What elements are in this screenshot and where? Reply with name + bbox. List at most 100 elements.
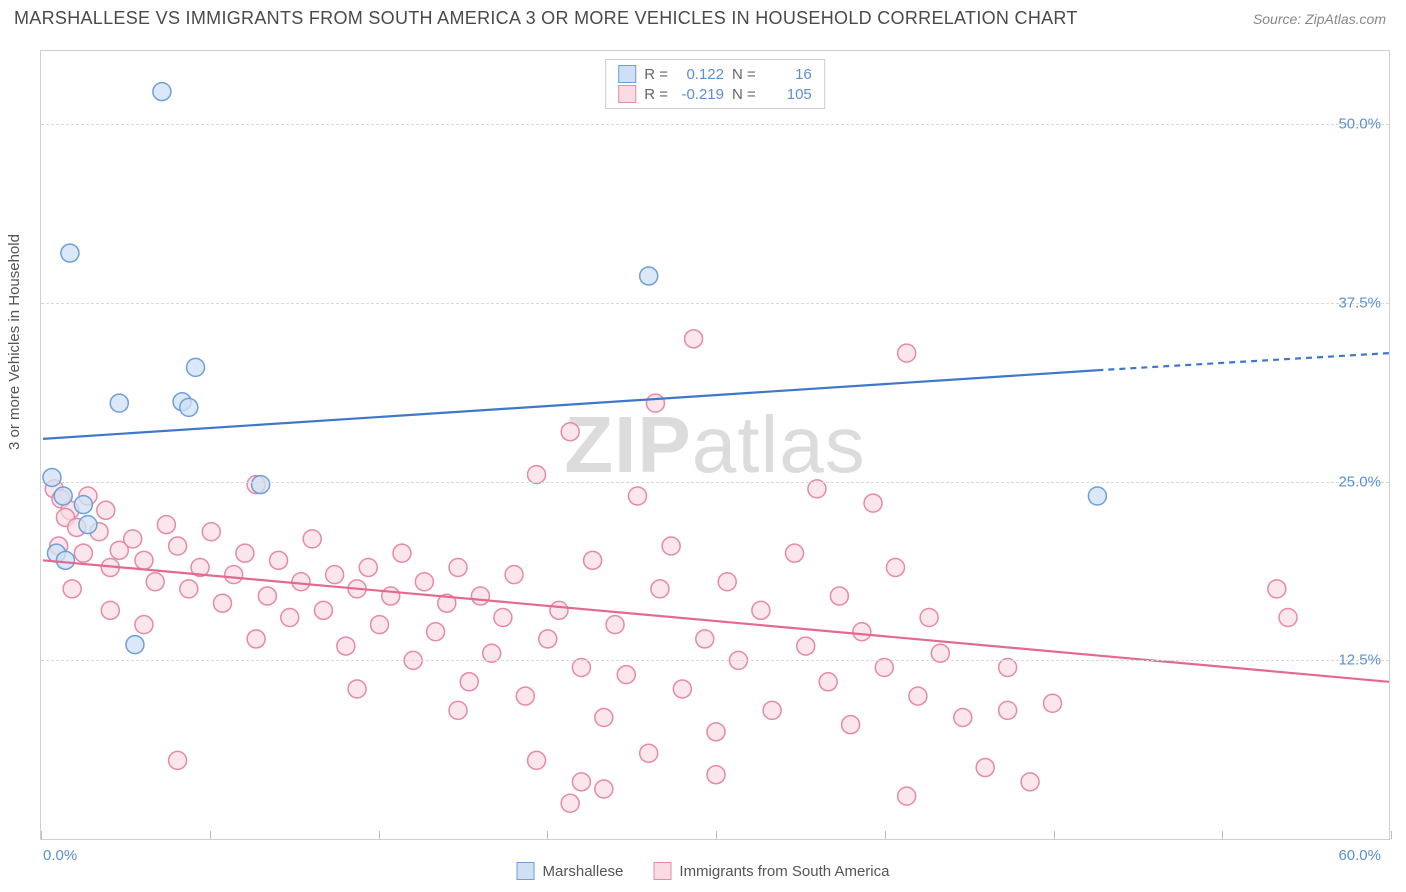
y-tick-label: 12.5%: [1338, 652, 1381, 669]
legend-item-marshallese: Marshallese: [517, 862, 624, 880]
x-tick: [716, 831, 717, 839]
scatter-plot-svg: [41, 51, 1389, 839]
scatter-point: [752, 601, 770, 619]
legend-label: Immigrants from South America: [679, 863, 889, 880]
y-tick-label: 37.5%: [1338, 295, 1381, 312]
scatter-point: [427, 623, 445, 641]
trend-line: [43, 560, 1389, 681]
scatter-point: [153, 83, 171, 101]
scatter-point: [786, 544, 804, 562]
scatter-point: [853, 623, 871, 641]
scatter-point: [213, 594, 231, 612]
scatter-point: [460, 673, 478, 691]
scatter-point: [449, 558, 467, 576]
y-tick-label: 50.0%: [1338, 116, 1381, 133]
scatter-point: [696, 630, 714, 648]
trend-line-extrapolated: [1097, 353, 1389, 370]
scatter-point: [187, 358, 205, 376]
r-label: R =: [644, 66, 668, 83]
source-attribution: Source: ZipAtlas.com: [1253, 11, 1386, 27]
y-axis-label: 3 or more Vehicles in Household: [6, 234, 23, 450]
x-tick: [547, 831, 548, 839]
scatter-point: [225, 566, 243, 584]
scatter-point: [202, 523, 220, 541]
scatter-point: [909, 687, 927, 705]
n-label: N =: [732, 66, 756, 83]
stats-row-southamerica: R = -0.219 N = 105: [618, 84, 812, 104]
scatter-point: [718, 573, 736, 591]
bottom-legend: Marshallese Immigrants from South Americ…: [517, 862, 890, 880]
swatch-southamerica: [618, 85, 636, 103]
scatter-point: [303, 530, 321, 548]
scatter-point: [314, 601, 332, 619]
legend-label: Marshallese: [543, 863, 624, 880]
r-value: -0.219: [676, 86, 724, 103]
scatter-point: [101, 601, 119, 619]
scatter-point: [258, 587, 276, 605]
legend-item-southamerica: Immigrants from South America: [653, 862, 889, 880]
chart-header: MARSHALLESE VS IMMIGRANTS FROM SOUTH AME…: [0, 0, 1406, 37]
x-tick: [41, 831, 42, 839]
scatter-point: [707, 766, 725, 784]
scatter-point: [1021, 773, 1039, 791]
x-tick: [1391, 831, 1392, 839]
r-label: R =: [644, 86, 668, 103]
scatter-point: [126, 636, 144, 654]
scatter-point: [63, 580, 81, 598]
swatch-southamerica: [653, 862, 671, 880]
stats-row-marshallese: R = 0.122 N = 16: [618, 64, 812, 84]
scatter-point: [326, 566, 344, 584]
scatter-point: [550, 601, 568, 619]
x-tick: [210, 831, 211, 839]
scatter-point: [920, 608, 938, 626]
n-value: 105: [764, 86, 812, 103]
scatter-point: [819, 673, 837, 691]
scatter-point: [74, 496, 92, 514]
scatter-point: [707, 723, 725, 741]
scatter-point: [763, 701, 781, 719]
scatter-point: [617, 666, 635, 684]
scatter-point: [999, 701, 1017, 719]
scatter-point: [494, 608, 512, 626]
scatter-point: [56, 551, 74, 569]
scatter-point: [337, 637, 355, 655]
scatter-point: [561, 794, 579, 812]
scatter-point: [505, 566, 523, 584]
scatter-point: [864, 494, 882, 512]
scatter-point: [449, 701, 467, 719]
x-axis-max-label: 60.0%: [1338, 847, 1381, 864]
scatter-point: [561, 423, 579, 441]
scatter-point: [146, 573, 164, 591]
scatter-point: [252, 476, 270, 494]
scatter-point: [415, 573, 433, 591]
scatter-point: [606, 616, 624, 634]
scatter-point: [471, 587, 489, 605]
scatter-point: [247, 630, 265, 648]
scatter-point: [169, 751, 187, 769]
scatter-point: [628, 487, 646, 505]
scatter-point: [281, 608, 299, 626]
scatter-point: [572, 773, 590, 791]
scatter-point: [74, 544, 92, 562]
scatter-point: [640, 267, 658, 285]
scatter-point: [528, 751, 546, 769]
swatch-marshallese: [517, 862, 535, 880]
scatter-point: [797, 637, 815, 655]
n-value: 16: [764, 66, 812, 83]
scatter-point: [842, 716, 860, 734]
scatter-point: [976, 759, 994, 777]
x-tick: [1054, 831, 1055, 839]
y-tick-label: 25.0%: [1338, 473, 1381, 490]
scatter-point: [516, 687, 534, 705]
scatter-point: [1279, 608, 1297, 626]
scatter-point: [236, 544, 254, 562]
scatter-point: [270, 551, 288, 569]
scatter-point: [169, 537, 187, 555]
scatter-point: [539, 630, 557, 648]
scatter-point: [135, 616, 153, 634]
scatter-point: [348, 680, 366, 698]
scatter-point: [640, 744, 658, 762]
correlation-stats-box: R = 0.122 N = 16 R = -0.219 N = 105: [605, 59, 825, 109]
scatter-point: [54, 487, 72, 505]
scatter-point: [382, 587, 400, 605]
